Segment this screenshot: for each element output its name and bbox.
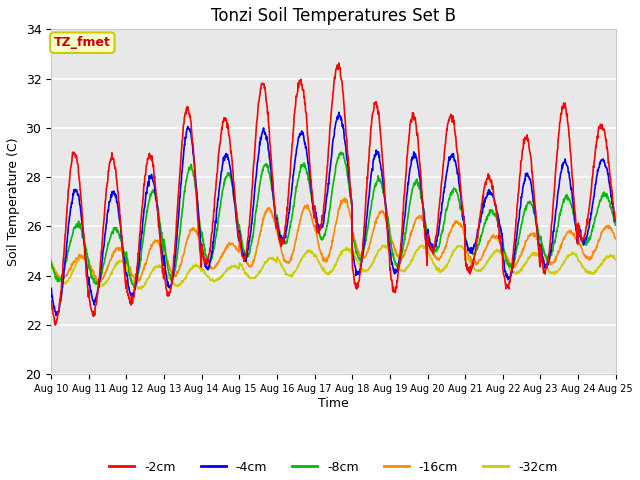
-4cm [495,220,503,226]
-8cm [337,149,345,155]
-4cm [422,230,429,236]
-4cm [611,217,619,223]
-8cm [422,221,429,227]
Line: -32cm: -32cm [51,245,615,289]
-2cm [47,298,55,304]
-2cm [159,268,167,274]
-32cm [236,261,244,266]
-32cm [159,266,167,272]
-16cm [236,235,244,240]
-4cm [545,257,553,263]
-32cm [495,249,503,254]
Y-axis label: Soil Temperature (C): Soil Temperature (C) [7,138,20,266]
-16cm [422,225,429,230]
-32cm [611,257,619,263]
-16cm [159,251,167,257]
Line: -2cm: -2cm [51,63,615,325]
-32cm [138,287,145,292]
-2cm [495,236,503,241]
-16cm [133,281,141,287]
-32cm [173,282,181,288]
-2cm [545,251,553,257]
Legend: -2cm, -4cm, -8cm, -16cm, -32cm: -2cm, -4cm, -8cm, -16cm, -32cm [104,456,563,479]
-32cm [422,246,429,252]
-32cm [381,242,388,248]
-4cm [236,236,244,242]
-32cm [545,269,553,275]
-2cm [335,60,343,66]
-16cm [173,270,181,276]
-16cm [341,195,349,201]
-16cm [545,256,553,262]
-4cm [52,312,60,318]
-8cm [545,253,553,259]
Text: TZ_fmet: TZ_fmet [54,36,111,49]
-2cm [173,213,181,218]
Line: -16cm: -16cm [51,198,615,284]
-2cm [52,322,60,328]
-32cm [47,258,55,264]
-16cm [611,236,619,241]
X-axis label: Time: Time [318,397,349,410]
Title: Tonzi Soil Temperatures Set B: Tonzi Soil Temperatures Set B [211,7,456,25]
-2cm [422,236,429,242]
-8cm [611,222,619,228]
Line: -4cm: -4cm [51,112,615,315]
-8cm [236,228,244,234]
-16cm [495,237,503,242]
-16cm [47,262,55,268]
-4cm [335,109,343,115]
-2cm [611,217,619,223]
-2cm [236,238,244,243]
-4cm [47,285,55,291]
-8cm [159,246,167,252]
-8cm [495,223,503,229]
-8cm [130,284,138,290]
-4cm [173,234,181,240]
-4cm [159,262,167,268]
-8cm [47,258,55,264]
Line: -8cm: -8cm [51,152,615,287]
-8cm [173,255,181,261]
